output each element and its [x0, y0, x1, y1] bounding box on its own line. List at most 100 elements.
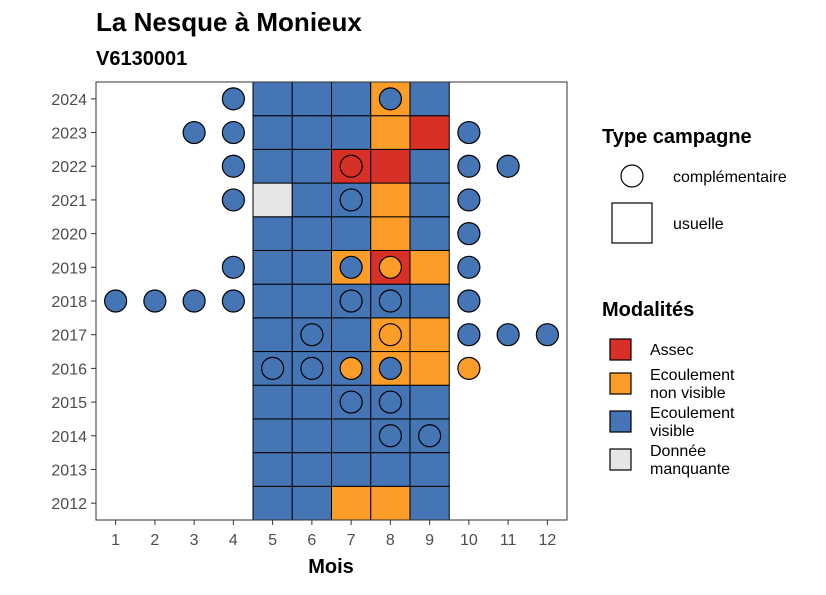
cell-2012-8 [370, 485, 411, 521]
point-2021-4 [221, 188, 245, 212]
cell-2023-6 [291, 115, 332, 150]
cell-2024-6 [291, 81, 332, 117]
cell-2023-9 [409, 115, 450, 150]
legend-type-title: Type campagne [602, 126, 752, 148]
cell-2022-6 [291, 148, 332, 184]
legend-label-M-0: Donnée [650, 443, 706, 460]
complementaire-points [104, 87, 559, 448]
cell-2012-5 [252, 485, 293, 521]
cell-2012-6 [291, 485, 332, 521]
y-tick-label-2020: 2020 [51, 227, 87, 244]
y-tick-label-2012: 2012 [51, 496, 87, 513]
x-tick-label-7: 7 [347, 532, 356, 549]
legend-circle-key [620, 164, 644, 188]
legend-square-key [611, 202, 653, 244]
point-2019-4 [221, 255, 245, 279]
point-2017-11 [496, 323, 520, 347]
cell-2022-8 [370, 148, 411, 184]
chart-subtitle: V6130001 [96, 48, 187, 70]
point-2019-10 [457, 255, 481, 279]
point-2016-5 [261, 356, 285, 380]
x-tick-label-6: 6 [307, 532, 316, 549]
cell-2020-6 [291, 216, 332, 251]
cell-2022-9 [409, 148, 450, 184]
point-2018-1 [104, 289, 128, 313]
point-2021-7 [339, 188, 363, 212]
cell-2013-6 [291, 452, 332, 487]
point-2019-7 [339, 255, 363, 279]
legend-label-N-0: Ecoulement [650, 367, 735, 384]
legend-type-campagne: Type campagne complémentaire usuelle [602, 126, 787, 244]
cell-2020-9 [409, 216, 450, 251]
legend-label-complementaire: complémentaire [673, 169, 787, 186]
cell-2020-7 [331, 216, 372, 251]
x-axis-title: Mois [308, 556, 354, 578]
cell-2024-9 [409, 81, 450, 117]
y-tick-label-2017: 2017 [51, 328, 87, 345]
cell-2019-6 [291, 249, 332, 285]
cell-2023-5 [252, 115, 293, 150]
cell-2016-9 [409, 351, 450, 386]
point-2015-7 [339, 390, 363, 414]
cell-2023-7 [331, 115, 372, 150]
cell-2020-5 [252, 216, 293, 251]
point-2022-7 [339, 154, 363, 178]
point-2016-7 [339, 356, 363, 380]
legend-label-V-0: Ecoulement [650, 405, 735, 422]
cell-2018-5 [252, 283, 293, 319]
point-2014-8 [378, 424, 402, 448]
cell-2021-6 [291, 182, 332, 218]
x-tick-label-4: 4 [229, 532, 238, 549]
y-tick-label-2024: 2024 [51, 92, 87, 109]
point-2016-6 [300, 356, 324, 380]
cell-2013-5 [252, 452, 293, 487]
point-2016-10 [457, 356, 481, 380]
point-2017-8 [378, 323, 402, 347]
cell-2023-8 [370, 115, 411, 150]
point-2017-6 [300, 323, 324, 347]
y-tick-label-2015: 2015 [51, 395, 87, 412]
point-2021-10 [457, 188, 481, 212]
legend-label-usuelle: usuelle [673, 216, 724, 233]
point-2018-7 [339, 289, 363, 313]
legend-key-N [609, 372, 632, 395]
point-2018-4 [221, 289, 245, 313]
legend-modalites-title: Modalités [602, 299, 694, 321]
y-tick-label-2014: 2014 [51, 429, 87, 446]
point-2022-10 [457, 154, 481, 178]
point-2018-10 [457, 289, 481, 313]
cell-2012-7 [331, 485, 372, 521]
cell-2018-9 [409, 283, 450, 319]
cell-2019-9 [409, 249, 450, 285]
point-2016-8 [378, 356, 402, 380]
y-tick-label-2016: 2016 [51, 361, 87, 378]
cell-2021-5 [252, 182, 293, 218]
legend-label-V-1: visible [650, 423, 695, 440]
cell-2021-8 [370, 182, 411, 218]
point-2014-9 [418, 424, 442, 448]
cell-2014-7 [331, 418, 372, 454]
cell-2013-8 [370, 452, 411, 487]
cell-2024-5 [252, 81, 293, 117]
x-tick-label-11: 11 [500, 532, 517, 549]
legend-label-M-1: manquante [650, 461, 730, 478]
point-2024-8 [378, 87, 402, 111]
x-tick-label-2: 2 [150, 532, 159, 549]
point-2022-11 [496, 154, 520, 178]
cell-2022-5 [252, 148, 293, 184]
point-2023-10 [457, 120, 481, 145]
x-tick-label-10: 10 [460, 532, 478, 549]
chart-title: La Nesque à Monieux [96, 7, 362, 37]
cell-2019-5 [252, 249, 293, 285]
point-2020-10 [457, 222, 481, 246]
cell-2014-6 [291, 418, 332, 454]
point-2018-2 [143, 289, 167, 313]
legend-key-V [609, 410, 632, 433]
point-2015-8 [378, 390, 402, 414]
y-tick-label-2022: 2022 [51, 159, 87, 176]
x-tick-label-3: 3 [190, 532, 199, 549]
cell-2015-5 [252, 384, 293, 420]
y-tick-label-2013: 2013 [51, 462, 87, 479]
